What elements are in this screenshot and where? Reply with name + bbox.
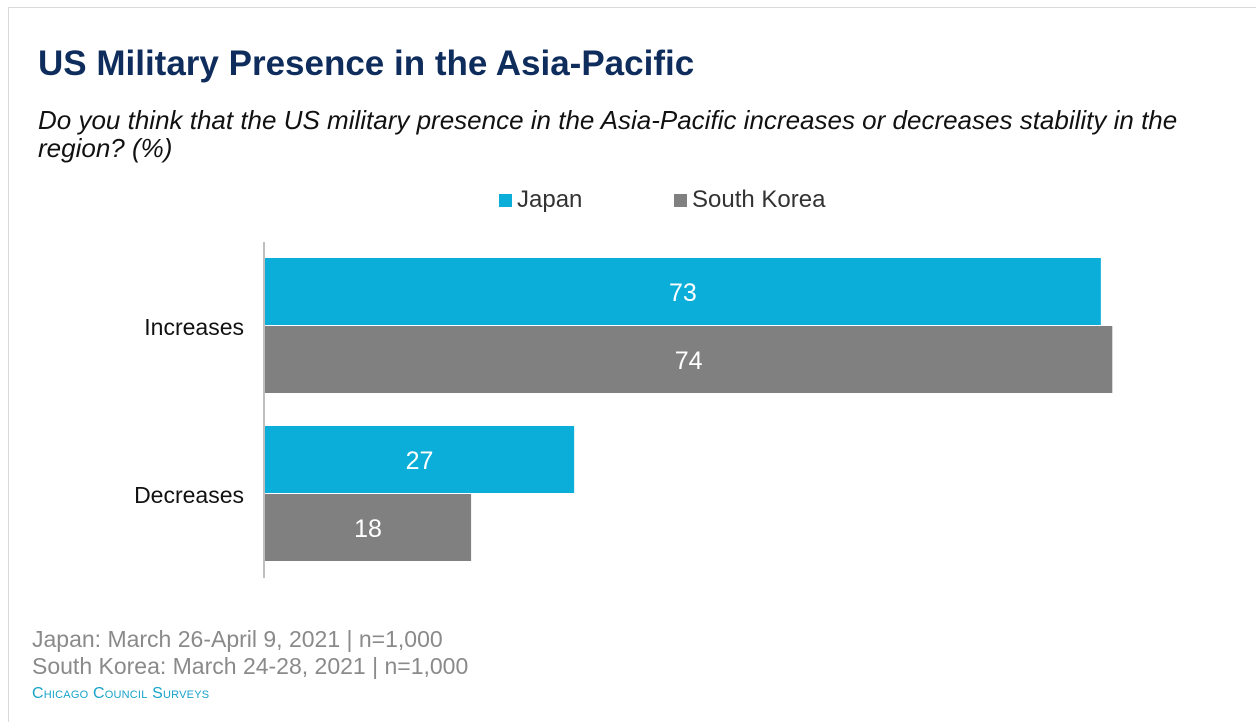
footer-south-korea-note: South Korea: March 24-28, 2021 | n=1,000: [32, 653, 469, 679]
bar-decreases-japan: [265, 426, 575, 493]
category-label-decreases: Decreases: [134, 482, 244, 508]
source-brand: Chicago Council Surveys: [32, 685, 210, 702]
legend-label-south-korea: South Korea: [692, 186, 826, 213]
legend-item-south-korea: South Korea: [674, 186, 825, 214]
data-label-increases-south-korea: 74: [675, 347, 703, 375]
legend-swatch-japan: [499, 193, 512, 207]
data-label-increases-japan: 73: [669, 279, 697, 307]
legend-label-japan: Japan: [517, 186, 583, 213]
legend-swatch-south-korea: [674, 193, 687, 207]
bar-decreases-south-korea: [265, 494, 472, 561]
data-label-decreases-japan: 27: [406, 447, 434, 475]
legend-item-japan: Japan: [499, 186, 582, 214]
chart-subtitle: Do you think that the US military presen…: [38, 105, 1178, 163]
bar-increases-japan: [265, 258, 1101, 325]
chart-frame: [8, 7, 1256, 722]
bar-increases-south-korea: [265, 326, 1113, 393]
footer-japan-note: Japan: March 26-April 9, 2021 | n=1,000: [32, 626, 443, 652]
data-label-decreases-south-korea: 18: [354, 515, 382, 543]
category-label-increases: Increases: [144, 314, 244, 340]
chart-title: US Military Presence in the Asia-Pacific: [38, 44, 695, 83]
